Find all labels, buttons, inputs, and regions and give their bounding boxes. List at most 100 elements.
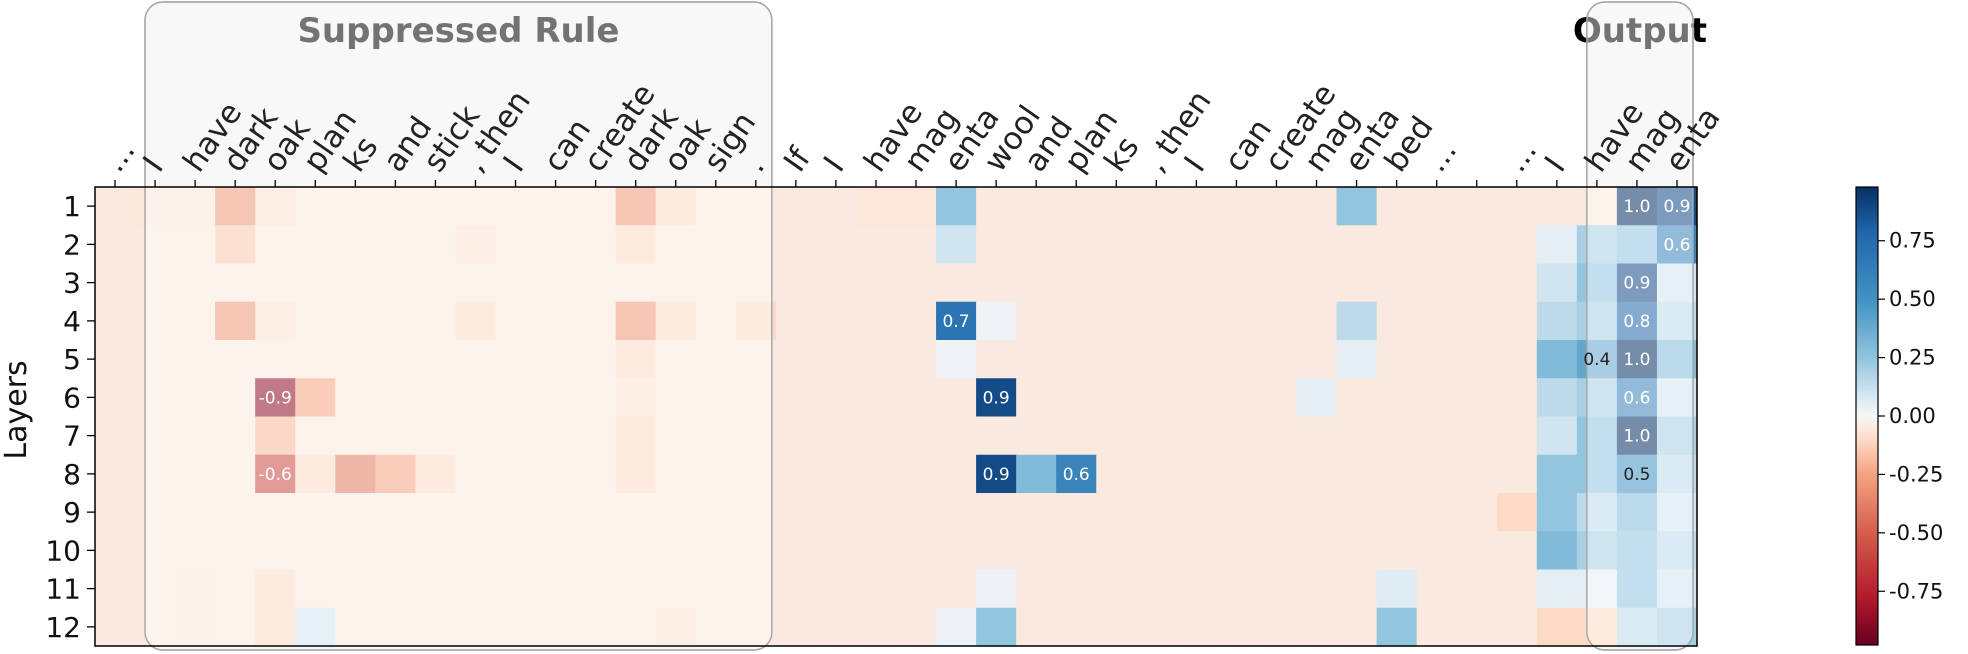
heatmap-cell xyxy=(295,378,336,418)
heatmap-cell xyxy=(175,531,216,571)
heatmap-cell xyxy=(1056,454,1097,494)
cell-annotation: -0.9 xyxy=(259,388,292,408)
heatmap-cell xyxy=(1376,225,1418,265)
heatmap-cell xyxy=(1456,454,1498,494)
heatmap-cell xyxy=(535,493,577,532)
heatmap-cell xyxy=(1576,187,1618,226)
heatmap-cell xyxy=(1536,416,1578,456)
heatmap-cell xyxy=(1616,301,1658,341)
heatmap-cell xyxy=(215,569,256,609)
heatmap-cell xyxy=(455,378,497,418)
heatmap-cell xyxy=(1216,416,1258,456)
heatmap-cell xyxy=(1016,187,1057,226)
heatmap-cell xyxy=(1176,607,1217,647)
heatmap-cell xyxy=(936,378,977,418)
heatmap-cell xyxy=(1496,454,1538,494)
group-title-1: Output xyxy=(1573,11,1707,51)
heatmap-cell xyxy=(1376,340,1418,379)
heatmap-cell xyxy=(1216,531,1258,571)
heatmap-cell xyxy=(1176,531,1217,571)
heatmap-cell xyxy=(1296,225,1338,265)
heatmap-cell xyxy=(615,531,657,571)
heatmap-cell xyxy=(1656,263,1698,303)
heatmap-cell xyxy=(735,263,777,303)
heatmap-cell xyxy=(1616,416,1658,456)
heatmap-cell xyxy=(215,378,256,418)
heatmap-cell xyxy=(1056,607,1097,647)
heatmap-cell xyxy=(1216,187,1258,226)
heatmap-cell xyxy=(655,493,697,532)
heatmap-cell xyxy=(1136,378,1177,418)
heatmap-cell xyxy=(1096,531,1137,571)
heatmap-cell xyxy=(976,454,1017,494)
heatmap-cell xyxy=(1616,569,1658,609)
heatmap-cell xyxy=(1056,263,1097,303)
heatmap-cell xyxy=(1536,531,1578,571)
heatmap-cell xyxy=(855,187,897,226)
heatmap-cell xyxy=(936,301,977,341)
heatmap-cell xyxy=(1056,301,1097,341)
heatmap-cell xyxy=(415,340,457,379)
heatmap-cell xyxy=(1336,416,1378,456)
heatmap-cell xyxy=(815,378,857,418)
heatmap-cell xyxy=(295,301,336,341)
heatmap-cell xyxy=(855,301,897,341)
cell-annotations: 1.0 0.9 0.6 0.9 0.7 0.8 0.4 1.0 -0.9 0.9 0.6 1.0 -0.… xyxy=(259,197,1691,485)
heatmap-cell xyxy=(615,454,657,494)
heatmap-cell xyxy=(1456,569,1498,609)
heatmap-cell xyxy=(1376,378,1418,418)
heatmap-cell xyxy=(215,531,256,571)
heatmap-cell xyxy=(655,531,697,571)
heatmap-cell xyxy=(1416,225,1458,265)
heatmap-cell xyxy=(936,607,977,647)
heatmap-cell xyxy=(1496,569,1538,609)
heatmap-cell xyxy=(215,301,256,341)
heatmap-cell xyxy=(375,225,416,265)
heatmap-cell xyxy=(1536,225,1578,265)
heatmap-cell xyxy=(976,416,1017,456)
heatmap-cell xyxy=(815,454,857,494)
heatmap-cell xyxy=(976,340,1017,379)
heatmap-cell xyxy=(1616,493,1658,532)
group-overlay-0 xyxy=(144,1,773,651)
heatmap-cell xyxy=(135,607,176,647)
cell-annotation: 0.4 xyxy=(1583,350,1610,370)
heatmap-cell xyxy=(535,263,577,303)
heatmap-cell xyxy=(1256,454,1298,494)
heatmap-cell xyxy=(375,569,416,609)
heatmap-cell xyxy=(896,225,937,265)
heatmap-cell xyxy=(695,493,737,532)
x-tick-label: ... xyxy=(1498,134,1544,179)
heatmap-cell xyxy=(655,225,697,265)
heatmap-cell xyxy=(936,263,977,303)
heatmap-cell xyxy=(455,607,497,647)
heatmap-cell xyxy=(1176,340,1217,379)
plot-frame-rect xyxy=(94,186,1698,647)
heatmap-cell xyxy=(1256,416,1298,456)
heatmap-cell xyxy=(1056,416,1097,456)
heatmap-cell xyxy=(535,531,577,571)
heatmap-cell xyxy=(1376,493,1418,532)
heatmap-cell xyxy=(655,569,697,609)
heatmap-cell xyxy=(695,378,737,418)
heatmap-cell xyxy=(1656,531,1698,571)
heatmap-cell xyxy=(815,187,857,226)
heatmap-cell xyxy=(335,263,376,303)
heatmap-cell xyxy=(1176,493,1217,532)
heatmap-cell xyxy=(575,607,617,647)
heatmap-cell xyxy=(735,531,777,571)
heatmap-cell xyxy=(175,569,216,609)
heatmap-cell xyxy=(1456,225,1498,265)
heatmap-cell xyxy=(295,569,336,609)
heatmap-cell xyxy=(1016,493,1057,532)
y-tick-label: 6 xyxy=(63,381,81,414)
heatmap-cell xyxy=(1096,301,1137,341)
heatmap-cell xyxy=(375,263,416,303)
heatmap-cell xyxy=(1216,263,1258,303)
heatmap-cell xyxy=(1296,607,1338,647)
heatmap-cell xyxy=(455,225,497,265)
heatmap-cell xyxy=(255,569,296,609)
heatmap-cell xyxy=(1096,569,1137,609)
heatmap-cell xyxy=(135,378,176,418)
heatmap-cell xyxy=(1016,225,1057,265)
